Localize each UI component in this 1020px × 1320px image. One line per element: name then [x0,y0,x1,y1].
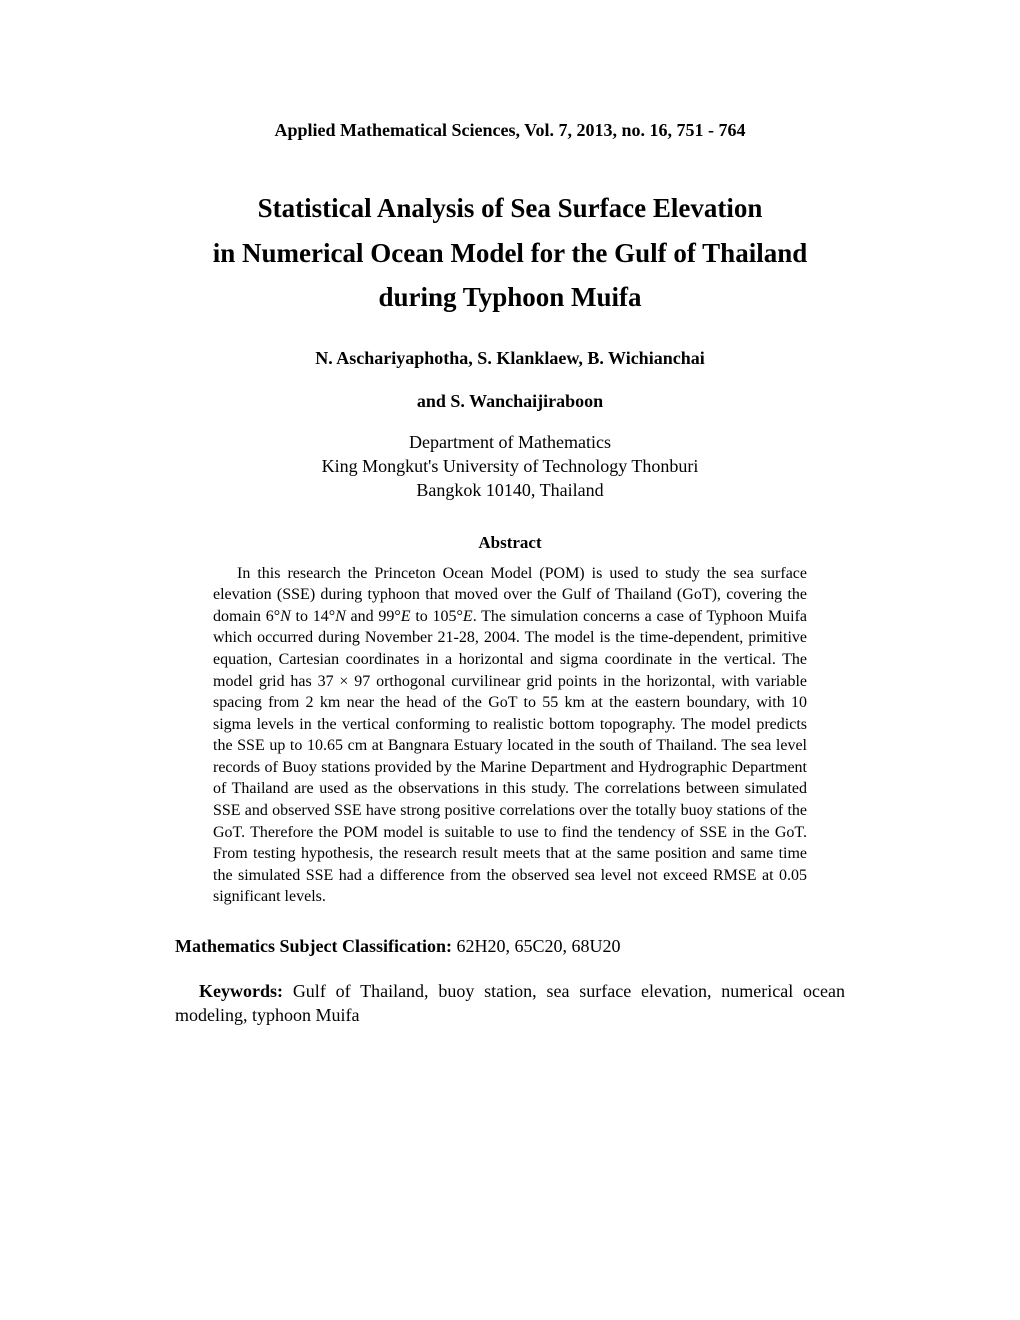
authors-line-2: and S. Wanchaijiraboon [175,391,845,412]
abstract-heading: Abstract [175,533,845,553]
paper-title: Statistical Analysis of Sea Surface Elev… [175,186,845,320]
keywords-label: Keywords: [199,981,283,1001]
title-line-2: in Numerical Ocean Model for the Gulf of… [213,238,808,268]
abstract-body: In this research the Princeton Ocean Mod… [175,563,845,909]
journal-header: Applied Mathematical Sciences, Vol. 7, 2… [175,120,845,141]
affiliation: Department of Mathematics King Mongkut's… [175,430,845,503]
msc-line: Mathematics Subject Classification: 62H2… [175,936,845,957]
msc-codes: 62H20, 65C20, 68U20 [456,936,620,956]
abstract-text: In this research the Princeton Ocean Mod… [213,565,807,906]
paper-page: Applied Mathematical Sciences, Vol. 7, 2… [0,0,1020,1108]
affiliation-line-3: Bangkok 10140, Thailand [416,480,603,500]
affiliation-line-1: Department of Mathematics [409,432,611,452]
title-line-3: during Typhoon Muifa [378,282,641,312]
keywords-line: Keywords: Gulf of Thailand, buoy station… [175,979,845,1028]
msc-label: Mathematics Subject Classification: [175,936,452,956]
affiliation-line-2: King Mongkut's University of Technology … [322,456,699,476]
authors-line-1: N. Aschariyaphotha, S. Klanklaew, B. Wic… [175,348,845,369]
title-line-1: Statistical Analysis of Sea Surface Elev… [258,193,763,223]
